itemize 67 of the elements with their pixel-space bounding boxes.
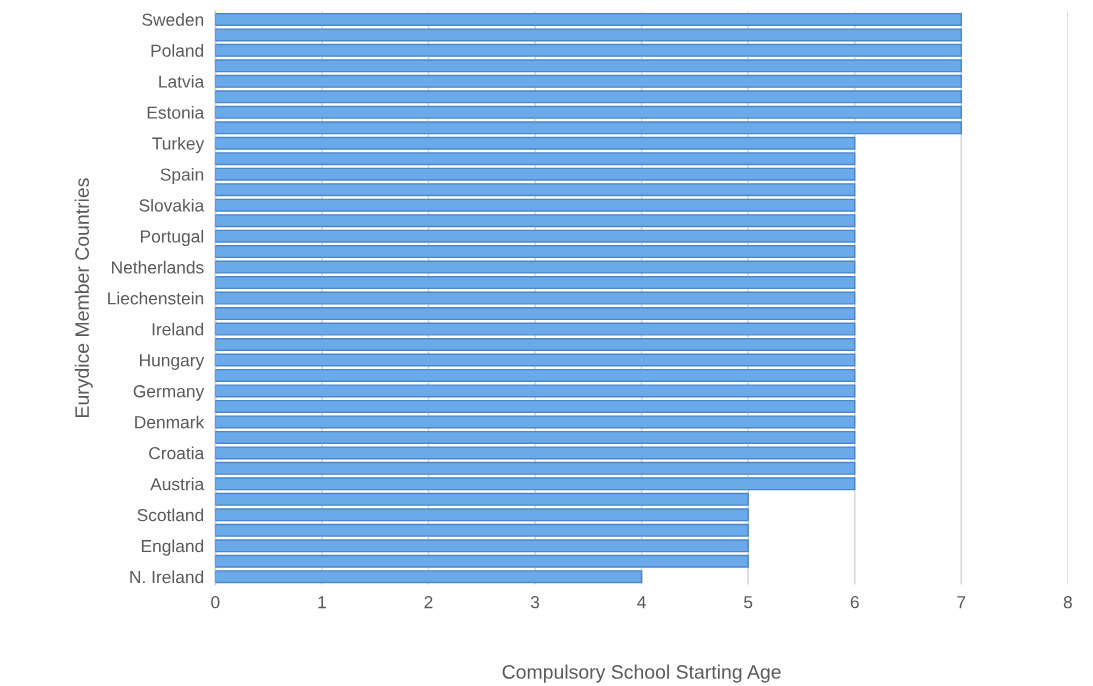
y-tick-label: England bbox=[141, 539, 204, 556]
bar bbox=[215, 167, 856, 181]
x-tick-label: 2 bbox=[424, 596, 433, 609]
bar bbox=[215, 245, 856, 259]
bar bbox=[215, 384, 856, 398]
y-tick-label: Ireland bbox=[152, 322, 204, 336]
y-tick-label: Latvia bbox=[159, 75, 205, 88]
y-tick-label: Turkey bbox=[152, 136, 205, 154]
y-tick-label: Sweden bbox=[142, 13, 204, 26]
bar bbox=[215, 214, 856, 228]
y-tick-label: Slovakia bbox=[139, 198, 205, 212]
x-tick-label: 6 bbox=[850, 596, 859, 609]
y-tick-label: Liechenstein bbox=[108, 291, 204, 305]
bar bbox=[215, 105, 962, 119]
bar bbox=[215, 461, 856, 475]
bar bbox=[215, 353, 856, 367]
bar bbox=[215, 415, 856, 429]
y-tick-label: Portugal bbox=[140, 229, 204, 247]
bar bbox=[215, 229, 856, 243]
bar bbox=[215, 523, 749, 537]
bar bbox=[215, 446, 856, 460]
y-tick-label: Germany bbox=[133, 385, 205, 401]
bar bbox=[215, 136, 856, 150]
x-axis-title: Compulsory School Starting Age bbox=[502, 664, 781, 683]
bar bbox=[215, 152, 856, 166]
bar bbox=[215, 539, 749, 553]
y-axis-title: Eurydice Member Countries bbox=[74, 178, 93, 417]
bar bbox=[215, 183, 856, 197]
bar bbox=[215, 291, 856, 305]
y-tick-label: Hungary bbox=[140, 354, 205, 370]
y-tick-label: Estonia bbox=[147, 106, 205, 119]
bar bbox=[215, 276, 856, 290]
y-tick-label: Scotland bbox=[137, 508, 204, 522]
y-tick-label: Austria bbox=[150, 477, 205, 491]
bar bbox=[215, 28, 962, 42]
x-tick-label: 7 bbox=[957, 596, 966, 609]
x-tick-label: 8 bbox=[1063, 596, 1072, 609]
bar bbox=[215, 260, 856, 274]
bar bbox=[215, 59, 962, 73]
bar bbox=[215, 43, 962, 57]
bar bbox=[215, 368, 856, 382]
x-tick-label: 0 bbox=[211, 596, 220, 609]
bar bbox=[215, 121, 962, 135]
bar bbox=[215, 74, 962, 88]
bar bbox=[215, 198, 856, 212]
bar bbox=[215, 570, 643, 584]
bar bbox=[215, 492, 749, 506]
bar bbox=[215, 90, 962, 104]
bar bbox=[215, 554, 749, 568]
x-tick-label: 3 bbox=[530, 596, 540, 609]
x-tick-label: 1 bbox=[318, 596, 326, 609]
bar bbox=[215, 477, 856, 491]
bar bbox=[215, 338, 856, 352]
y-tick-label: N. Ireland bbox=[130, 570, 204, 584]
y-tick-label: Netherlands bbox=[112, 260, 204, 274]
bar bbox=[215, 322, 856, 336]
bar bbox=[215, 430, 856, 444]
y-tick-label: Croatia bbox=[149, 446, 205, 460]
y-tick-label: Spain bbox=[160, 167, 204, 185]
y-tick-label: Denmark bbox=[135, 415, 205, 429]
y-tick-label: Poland bbox=[151, 44, 204, 57]
bar bbox=[215, 399, 856, 413]
bar bbox=[215, 12, 962, 26]
bar bbox=[215, 508, 749, 522]
x-tick-label: 4 bbox=[637, 596, 646, 609]
x-tick-label: 5 bbox=[744, 596, 753, 609]
bar bbox=[215, 307, 856, 321]
